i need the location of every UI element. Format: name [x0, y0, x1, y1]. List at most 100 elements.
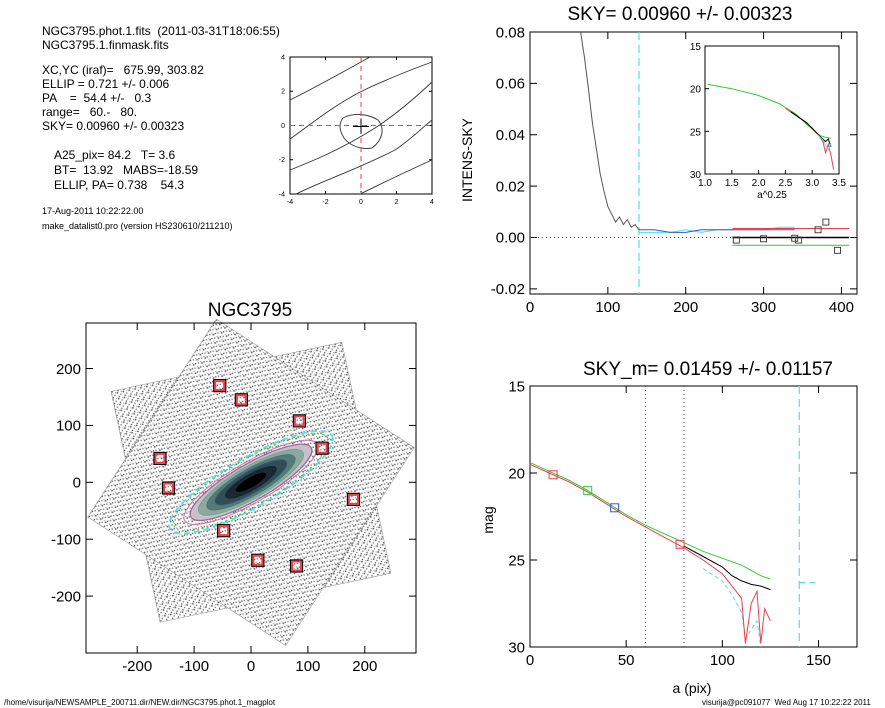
info-program: make_datalist0.pro (version HS230610/211…: [42, 221, 233, 231]
mask-square-outer: [161, 481, 176, 495]
mag-ytick-label: 25: [508, 552, 525, 569]
mask-square: [235, 394, 247, 406]
contour-xtick-label: 2: [395, 199, 399, 206]
mask-square: [252, 554, 264, 566]
mag-profile-cyan: [702, 568, 762, 648]
contour-xtick-label: 0: [359, 199, 363, 206]
image-title: NGC3795: [208, 300, 293, 321]
image-panel: NGC3795 -200 -100 0 100 200 -200 -100 0 100 200: [51, 300, 417, 675]
sky-point: [760, 235, 768, 243]
contour-ytick-label: 0: [281, 123, 285, 130]
footer-path: /home/visurija/NEWSAMPLE_200711.dir/NEW.…: [4, 698, 276, 707]
mag-xtick-label: 0: [526, 652, 534, 669]
sky-inset-red: [785, 107, 835, 170]
info-a25: A25_pix= 84.2 T= 3.6: [54, 148, 176, 162]
contour-xtick-label: -4: [287, 199, 293, 206]
info-xcyc: XC,YC (iraf)= 675.99, 303.82: [42, 63, 204, 77]
sky-profile-line: [580, 31, 640, 231]
sky-ytick-label: 0.08: [496, 24, 525, 41]
contour-ytick-label: -4: [279, 191, 285, 198]
sky-xtick-label: 200: [673, 299, 698, 316]
sky-inset-xtick-label: 3.0: [805, 178, 819, 189]
galaxy-ellipse: [168, 430, 334, 535]
image-xtick-label: 0: [247, 658, 255, 675]
mask-square-outer: [315, 441, 329, 455]
sky-inset-ytick-label: 20: [690, 85, 702, 96]
sky-point: [795, 236, 803, 244]
mask-square-outer: [346, 492, 361, 506]
mask-square-outer: [292, 414, 306, 428]
image-ytick-label: 0: [73, 475, 81, 492]
sky-inset-xtick-label: 1.5: [725, 178, 739, 189]
mask-square-outer: [213, 378, 227, 393]
mask-square: [293, 415, 305, 427]
mask-square: [218, 525, 230, 537]
mask-square-outer: [217, 524, 231, 538]
sky-point: [822, 218, 830, 226]
sky-inset-xtick-label: 3.5: [832, 178, 846, 189]
info-range: range= 60.- 80.: [42, 105, 138, 119]
sky-point: [732, 236, 740, 244]
mag-title: SKY_m= 0.01459 +/- 0.01157: [583, 359, 833, 380]
sky-ytick-label: 0.04: [496, 127, 525, 144]
mask-square: [214, 380, 226, 392]
sky-frame: [529, 31, 858, 295]
sky-inset-cyan: [817, 134, 832, 152]
sky-inset-xlabel: a^0.25: [757, 190, 787, 201]
info-ellip: ELLIP = 0.721 +/- 0.006: [42, 77, 170, 91]
mag-ytick-label: 30: [508, 639, 525, 656]
footer-user: visurija@pc091077 Wed Aug 17 10:22:22 20…: [702, 698, 871, 707]
mask-square: [154, 452, 166, 464]
contour-xtick-label: 4: [430, 199, 434, 206]
info-line2: NGC3795.1.finmask.fits: [42, 38, 169, 52]
sky-inset-black: [790, 111, 832, 147]
sky-inset-ytick-label: 15: [690, 42, 702, 53]
sky-inset-xtick-label: 1.0: [698, 178, 712, 189]
sky-inset-xtick-label: 2.5: [778, 178, 792, 189]
contour-line: [295, 119, 433, 195]
sky-inset-bg: [705, 46, 839, 174]
galaxy-ellipse: [235, 472, 267, 493]
sky-panel: SKY= 0.00960 +/- 0.00323 INTENS-SKY 0 100…: [459, 4, 858, 316]
contour-line: [289, 56, 371, 101]
sky-ytick-label: 0.06: [496, 76, 525, 93]
sky-xtick-label: 0: [526, 299, 534, 316]
mask-square-outer: [234, 393, 248, 407]
mag-point: [548, 470, 558, 480]
image-xtick-label: 100: [295, 658, 320, 675]
sky-xtick-label: 300: [751, 299, 776, 316]
sky-inset-frame: [704, 45, 840, 175]
mag-panel: SKY_m= 0.01459 +/- 0.01157 mag a (pix) 0…: [480, 359, 858, 696]
contour-panel: -4 -2 0 2 4 -4 -2 0 2 4: [279, 54, 434, 206]
image-xtick-label: 200: [352, 658, 377, 675]
mask-square-outer: [289, 559, 304, 573]
mag-frame: [529, 385, 858, 648]
mag-profile-black: [683, 545, 771, 591]
sky-inset-xtick-label: 2.0: [752, 178, 766, 189]
sky-xtick-label: 400: [829, 299, 854, 316]
mask-square-outer: [251, 553, 265, 567]
image-ytick-label: 100: [56, 418, 81, 435]
sky-ytick-label: 0.02: [496, 178, 525, 195]
sky-ytick-label: -0.02: [491, 281, 525, 298]
sky-point: [814, 226, 822, 234]
info-pa: PA = 54.4 +/- 0.3: [42, 91, 152, 105]
contour-line: [339, 114, 383, 149]
mask-square: [347, 493, 359, 505]
info-date: 17-Aug-2011 10:22:22.00: [42, 206, 144, 216]
mag-xtick-label: 50: [618, 652, 635, 669]
sky-point: [834, 246, 841, 254]
image-ytick-label: -100: [51, 531, 81, 548]
mag-ylabel: mag: [480, 506, 496, 533]
sky-profile-blue: [639, 229, 795, 233]
sky-point: [791, 234, 799, 242]
mag-xlabel: a (pix): [673, 680, 712, 696]
info-line1: NGC3795.phot.1.fits (2011-03-31T18:06:55…: [42, 24, 280, 38]
mag-ytick-label: 20: [508, 465, 525, 482]
image-xtick-label: -100: [179, 658, 209, 675]
mag-ytick-label: 15: [508, 378, 525, 395]
info-sky: SKY= 0.00960 +/- 0.00323: [42, 119, 185, 133]
mag-profile-red: [529, 463, 771, 644]
info-ellippa: ELLIP, PA= 0.738 54.3: [54, 178, 184, 192]
